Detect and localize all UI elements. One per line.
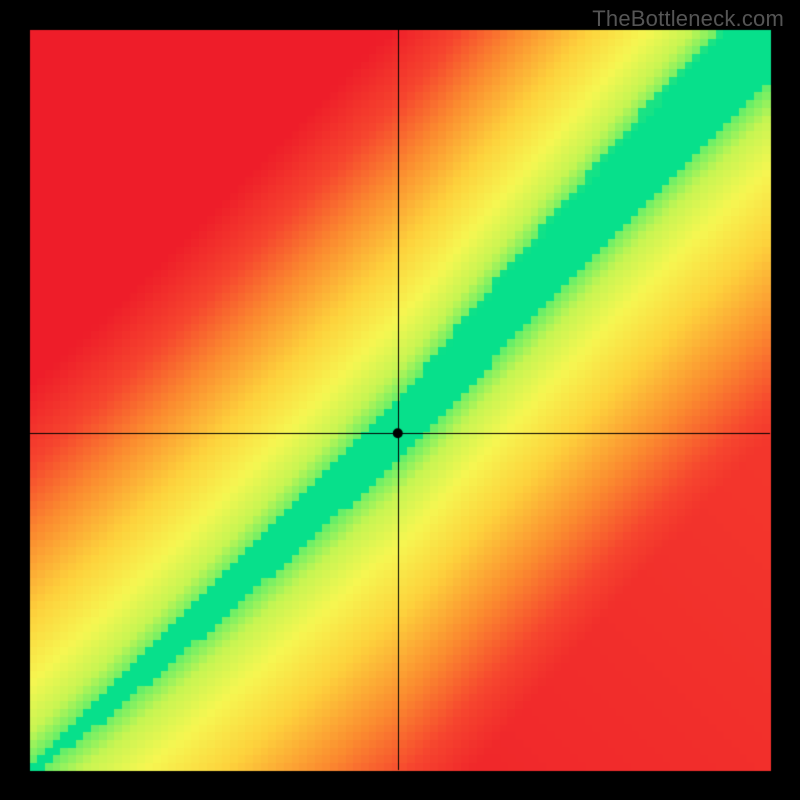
watermark-text: TheBottleneck.com	[592, 6, 784, 32]
chart-container: TheBottleneck.com	[0, 0, 800, 800]
bottleneck-heatmap	[0, 0, 800, 800]
